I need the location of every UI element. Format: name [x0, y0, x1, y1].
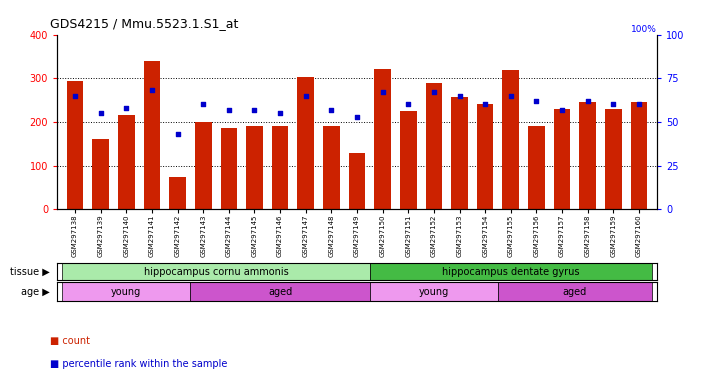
Text: aged: aged — [563, 287, 587, 297]
Point — [403, 101, 414, 108]
Bar — [221, 129, 237, 209]
Point — [633, 101, 645, 108]
Point — [454, 93, 466, 99]
Text: hippocampus cornu ammonis: hippocampus cornu ammonis — [144, 266, 288, 277]
Point — [377, 89, 388, 95]
Text: ■ percentile rank within the sample: ■ percentile rank within the sample — [50, 359, 227, 369]
Point — [69, 93, 81, 99]
Bar — [195, 122, 211, 209]
Point — [582, 98, 593, 104]
Point — [248, 107, 260, 113]
Point — [146, 88, 158, 94]
Bar — [498, 282, 652, 301]
Point — [274, 110, 286, 116]
Text: hippocampus dentate gyrus: hippocampus dentate gyrus — [442, 266, 580, 277]
Point — [428, 89, 440, 95]
Point — [172, 131, 183, 137]
Bar — [272, 126, 288, 209]
Bar — [400, 111, 416, 209]
Point — [351, 114, 363, 120]
Text: 100%: 100% — [631, 25, 657, 34]
Bar — [92, 139, 109, 209]
Point — [326, 107, 337, 113]
Point — [531, 98, 542, 104]
Text: ■ count: ■ count — [50, 336, 90, 346]
Bar — [298, 77, 314, 209]
Text: age ▶: age ▶ — [21, 287, 50, 297]
Bar — [374, 69, 391, 209]
Point — [479, 101, 491, 108]
Text: aged: aged — [268, 287, 292, 297]
Bar — [66, 81, 84, 209]
Point — [223, 107, 235, 113]
Bar — [370, 263, 652, 280]
Text: young: young — [111, 287, 141, 297]
Bar — [246, 126, 263, 209]
Point — [198, 101, 209, 108]
Bar — [370, 282, 498, 301]
Bar — [323, 126, 340, 209]
Bar — [426, 83, 442, 209]
Bar — [503, 70, 519, 209]
Bar — [62, 282, 191, 301]
Bar — [528, 126, 545, 209]
Point — [95, 110, 106, 116]
Point — [300, 93, 311, 99]
Text: tissue ▶: tissue ▶ — [10, 266, 50, 277]
Point — [556, 107, 568, 113]
Bar — [579, 102, 596, 209]
Bar — [630, 102, 648, 209]
Bar — [169, 177, 186, 209]
Text: GDS4215 / Mmu.5523.1.S1_at: GDS4215 / Mmu.5523.1.S1_at — [50, 17, 238, 30]
Bar — [62, 263, 370, 280]
Bar — [477, 104, 493, 209]
Bar — [144, 61, 160, 209]
Bar — [554, 109, 570, 209]
Bar — [451, 97, 468, 209]
Point — [121, 105, 132, 111]
Point — [608, 101, 619, 108]
Point — [505, 93, 516, 99]
Bar — [118, 115, 135, 209]
Text: young: young — [419, 287, 449, 297]
Bar — [605, 109, 622, 209]
Bar — [348, 153, 366, 209]
Bar — [191, 282, 370, 301]
